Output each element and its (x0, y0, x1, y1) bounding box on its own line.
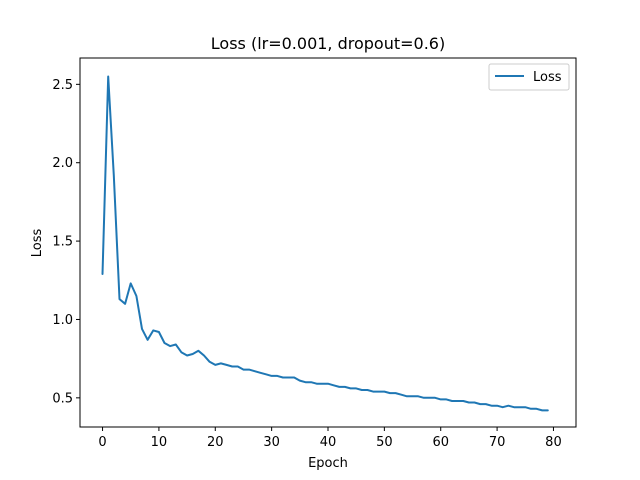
y-tick-label: 0.5 (52, 391, 73, 406)
x-tick-label: 50 (376, 435, 393, 450)
chart-title: Loss (lr=0.001, dropout=0.6) (211, 34, 445, 53)
series-layer (101, 75, 549, 412)
legend-box (488, 63, 570, 91)
axes-frame (79, 57, 577, 428)
x-tick-label: 0 (98, 435, 106, 450)
x-tick-label: 60 (432, 435, 449, 450)
x-tick-label: 80 (545, 435, 562, 450)
x-axis: 0 10 20 30 40 50 60 70 80 (98, 427, 562, 450)
x-tick-label: 70 (489, 435, 506, 450)
x-tick-label: 20 (207, 435, 224, 450)
y-tick-label: 2.5 (52, 78, 73, 93)
y-axis: 0.5 1.0 1.5 2.0 2.5 (52, 78, 80, 406)
legend: Loss (488, 63, 570, 91)
x-tick-label: 40 (320, 435, 337, 450)
x-tick-label: 10 (151, 435, 168, 450)
legend-label: Loss (533, 70, 562, 85)
x-tick-label: 30 (263, 435, 280, 450)
axes-background (80, 58, 576, 427)
y-tick-label: 1.0 (52, 313, 73, 328)
x-axis-label: Epoch (308, 456, 348, 471)
series-line-loss (101, 75, 549, 412)
y-tick-label: 1.5 (52, 235, 73, 250)
y-tick-label: 2.0 (52, 156, 73, 171)
y-axis-label: Loss (30, 229, 45, 258)
plot-area (80, 58, 576, 427)
